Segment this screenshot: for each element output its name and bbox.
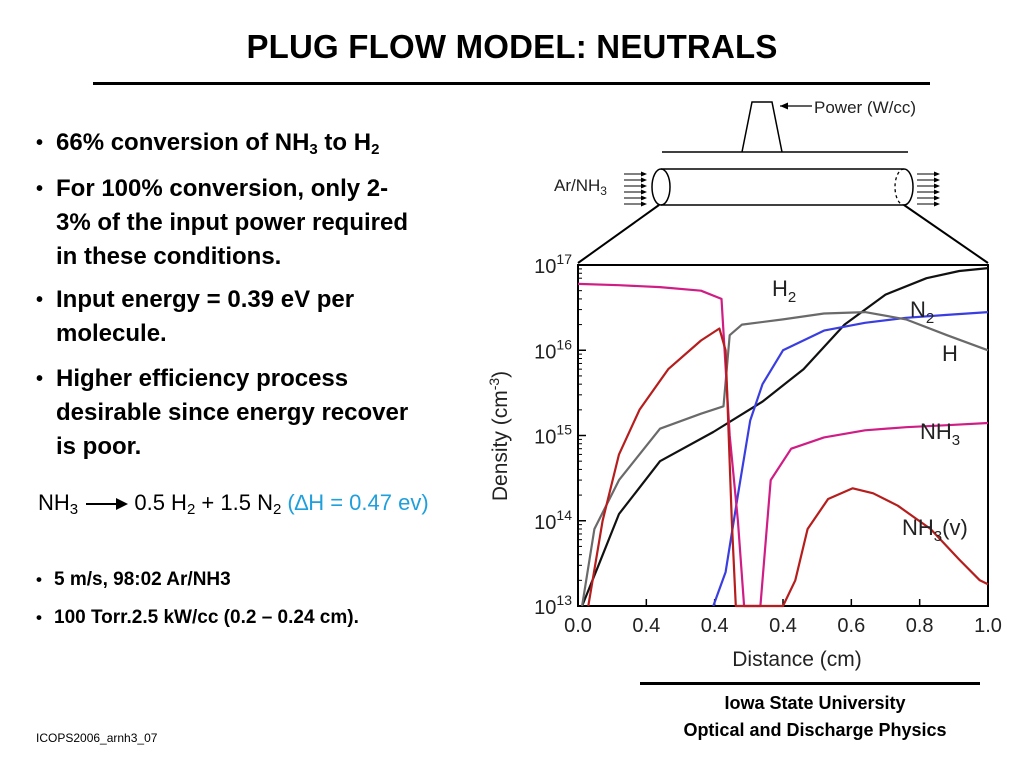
y-axis-label: Density (cm-3) [486, 371, 512, 501]
series-labels: H2 N2 H NH3 NH3(v) [772, 276, 968, 545]
bullet-full-conversion: • For 100% conversion, only 2- 3% of the… [36, 172, 486, 274]
right-arrow-icon [86, 498, 129, 511]
y-ticks: 1017 1016 1015 1014 1013 [534, 251, 586, 619]
series-line-nh3v [587, 327, 989, 608]
power-label: Power (W/cc) [814, 98, 916, 117]
y-tick-label: 1013 [534, 592, 572, 619]
bullet-dot-icon: • [36, 368, 44, 390]
series-label: H2 [772, 276, 796, 306]
bullet-input-energy: • Input energy = 0.39 eV per molecule. [36, 283, 486, 351]
x-axis-label: Distance (cm) [732, 648, 862, 671]
slide-id: ICOPS2006_arnh3_07 [36, 731, 158, 745]
series-line-h [581, 311, 989, 607]
y-tick-label: 1017 [534, 251, 572, 278]
series-label: H [942, 341, 958, 366]
bullet-dot-icon: • [36, 608, 42, 627]
series-lines [577, 267, 989, 608]
slide-title: PLUG FLOW MODEL: NEUTRALS [246, 28, 778, 65]
series-label: NH3(v) [902, 515, 968, 545]
y-tick-label: 1014 [534, 507, 572, 534]
affiliation: Iowa State University Optical and Discha… [683, 693, 947, 740]
condition-pressure: • 100 Torr.2.5 kW/cc (0.2 – 0.24 cm). [36, 607, 359, 628]
condition-flow: • 5 m/s, 98:02 Ar/NH3 [36, 569, 231, 590]
x-tick-label: 0.6 [837, 615, 865, 637]
arrow-icon [780, 102, 788, 110]
x-tick-label: 0.4 [769, 615, 797, 637]
y-tick-label: 1015 [534, 422, 572, 449]
bullet-dot-icon: • [36, 570, 42, 589]
series-line-h2 [581, 267, 989, 607]
flow-tube-schematic: Ar/NH3 [554, 168, 989, 264]
bullet-dot-icon: • [36, 132, 44, 154]
enthalpy-note: (∆H = 0.47 ev) [281, 490, 429, 515]
x-tick-label: 0.4 [701, 615, 729, 637]
x-ticks: 0.0 0.4 0.4 0.4 0.6 0.8 1.0 [564, 599, 1002, 637]
density-figure: Power (W/cc) Ar/NH3 [486, 98, 1002, 671]
inlet-arrows-icon [624, 173, 643, 205]
bullet-dot-icon: • [36, 289, 44, 311]
series-line-n2 [712, 311, 989, 607]
x-tick-label: 0.0 [564, 615, 592, 637]
x-tick-label: 1.0 [974, 615, 1002, 637]
series-line-nh3 [577, 282, 989, 608]
series-label: N2 [910, 297, 934, 327]
reaction-equation: NH3 0.5 H2 + 1.5 N2 (∆H = 0.47 ev) [38, 490, 429, 518]
bullet-efficiency: • Higher efficiency process desirable si… [36, 362, 486, 464]
outlet-arrows-icon [917, 173, 936, 205]
bullet-dot-icon: • [36, 178, 44, 200]
inlet-label: Ar/NH3 [554, 176, 607, 198]
y-tick-label: 1016 [534, 336, 572, 363]
x-tick-label: 0.4 [632, 615, 660, 637]
footer-rule [640, 682, 980, 685]
title-rule [93, 82, 930, 85]
bullet-conversion: • 66% conversion of NH3 to H2 [36, 126, 486, 160]
series-label: NH3 [920, 419, 960, 449]
density-chart: 1017 1016 1015 1014 1013 0.0 0.4 0.4 0.4 0.6 0.8 1… [486, 251, 1002, 671]
power-pulse-schematic: Power (W/cc) [662, 98, 916, 153]
x-tick-label: 0.8 [906, 615, 934, 637]
